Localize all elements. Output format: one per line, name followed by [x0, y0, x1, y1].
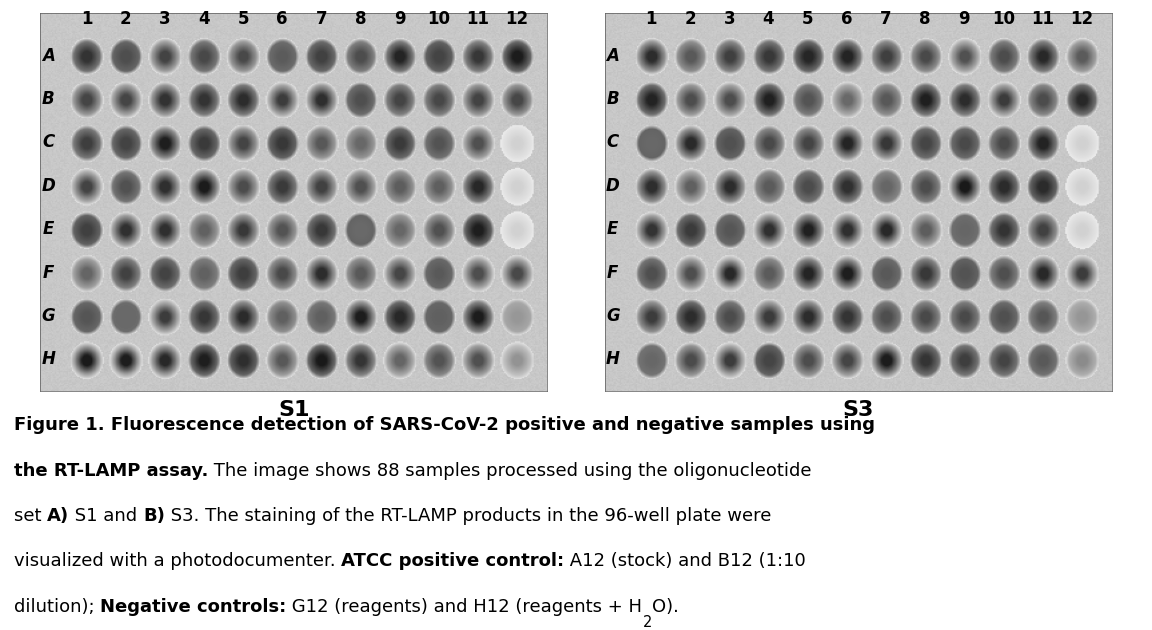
Text: 5: 5 [237, 10, 249, 28]
Text: E: E [607, 220, 619, 238]
Text: 9: 9 [958, 10, 970, 28]
Text: F: F [43, 263, 54, 282]
Text: B: B [606, 90, 619, 108]
Text: S3: S3 [842, 400, 874, 420]
Text: Negative controls:: Negative controls: [100, 598, 287, 616]
Text: 9: 9 [394, 10, 406, 28]
Text: G12 (reagents) and H12 (reagents + H: G12 (reagents) and H12 (reagents + H [287, 598, 643, 616]
Text: the RT-LAMP assay.: the RT-LAMP assay. [14, 462, 209, 480]
Text: 8: 8 [355, 10, 366, 28]
Text: S3. The staining of the RT-LAMP products in the 96-well plate were: S3. The staining of the RT-LAMP products… [165, 507, 772, 525]
Text: 12: 12 [506, 10, 529, 28]
Text: visualized with a photodocumenter.: visualized with a photodocumenter. [14, 553, 341, 571]
Text: B: B [41, 90, 54, 108]
Text: 10: 10 [992, 10, 1015, 28]
Text: 2: 2 [684, 10, 696, 28]
Text: 11: 11 [467, 10, 490, 28]
Text: A: A [606, 47, 620, 64]
Text: The image shows 88 samples processed using the oligonucleotide: The image shows 88 samples processed usi… [209, 462, 812, 480]
Text: C: C [43, 134, 54, 151]
Text: set: set [14, 507, 47, 525]
Text: C: C [607, 134, 619, 151]
Text: 12: 12 [1070, 10, 1093, 28]
Text: 7: 7 [316, 10, 327, 28]
Text: Figure 1. Fluorescence detection of SARS-CoV-2 positive and negative samples usi: Figure 1. Fluorescence detection of SARS… [14, 416, 874, 435]
Text: 3: 3 [159, 10, 170, 28]
Text: E: E [43, 220, 54, 238]
Text: 10: 10 [427, 10, 450, 28]
Text: G: G [41, 307, 55, 325]
Text: dilution);: dilution); [14, 598, 100, 616]
Text: B): B) [143, 507, 165, 525]
Text: D: D [41, 177, 55, 195]
Text: 2: 2 [120, 10, 131, 28]
Text: S1 and: S1 and [69, 507, 143, 525]
Text: D: D [606, 177, 620, 195]
Text: A): A) [47, 507, 69, 525]
Text: 1: 1 [645, 10, 657, 28]
Text: 4: 4 [198, 10, 210, 28]
Text: A12 (stock) and B12 (1:10: A12 (stock) and B12 (1:10 [564, 553, 806, 571]
Text: G: G [606, 307, 620, 325]
Text: 6: 6 [841, 10, 852, 28]
Text: A: A [41, 47, 55, 64]
Text: 5: 5 [802, 10, 813, 28]
Text: F: F [607, 263, 619, 282]
Text: H: H [606, 350, 620, 369]
Text: 4: 4 [763, 10, 774, 28]
Text: 3: 3 [723, 10, 735, 28]
Text: 1: 1 [81, 10, 92, 28]
Text: ATCC positive control:: ATCC positive control: [341, 553, 564, 571]
Text: 8: 8 [919, 10, 931, 28]
Text: 6: 6 [276, 10, 288, 28]
Text: 2: 2 [643, 615, 652, 629]
Text: S1: S1 [278, 400, 310, 420]
Text: H: H [41, 350, 55, 369]
Text: O).: O). [652, 598, 679, 616]
Text: 7: 7 [880, 10, 892, 28]
Text: 11: 11 [1031, 10, 1054, 28]
